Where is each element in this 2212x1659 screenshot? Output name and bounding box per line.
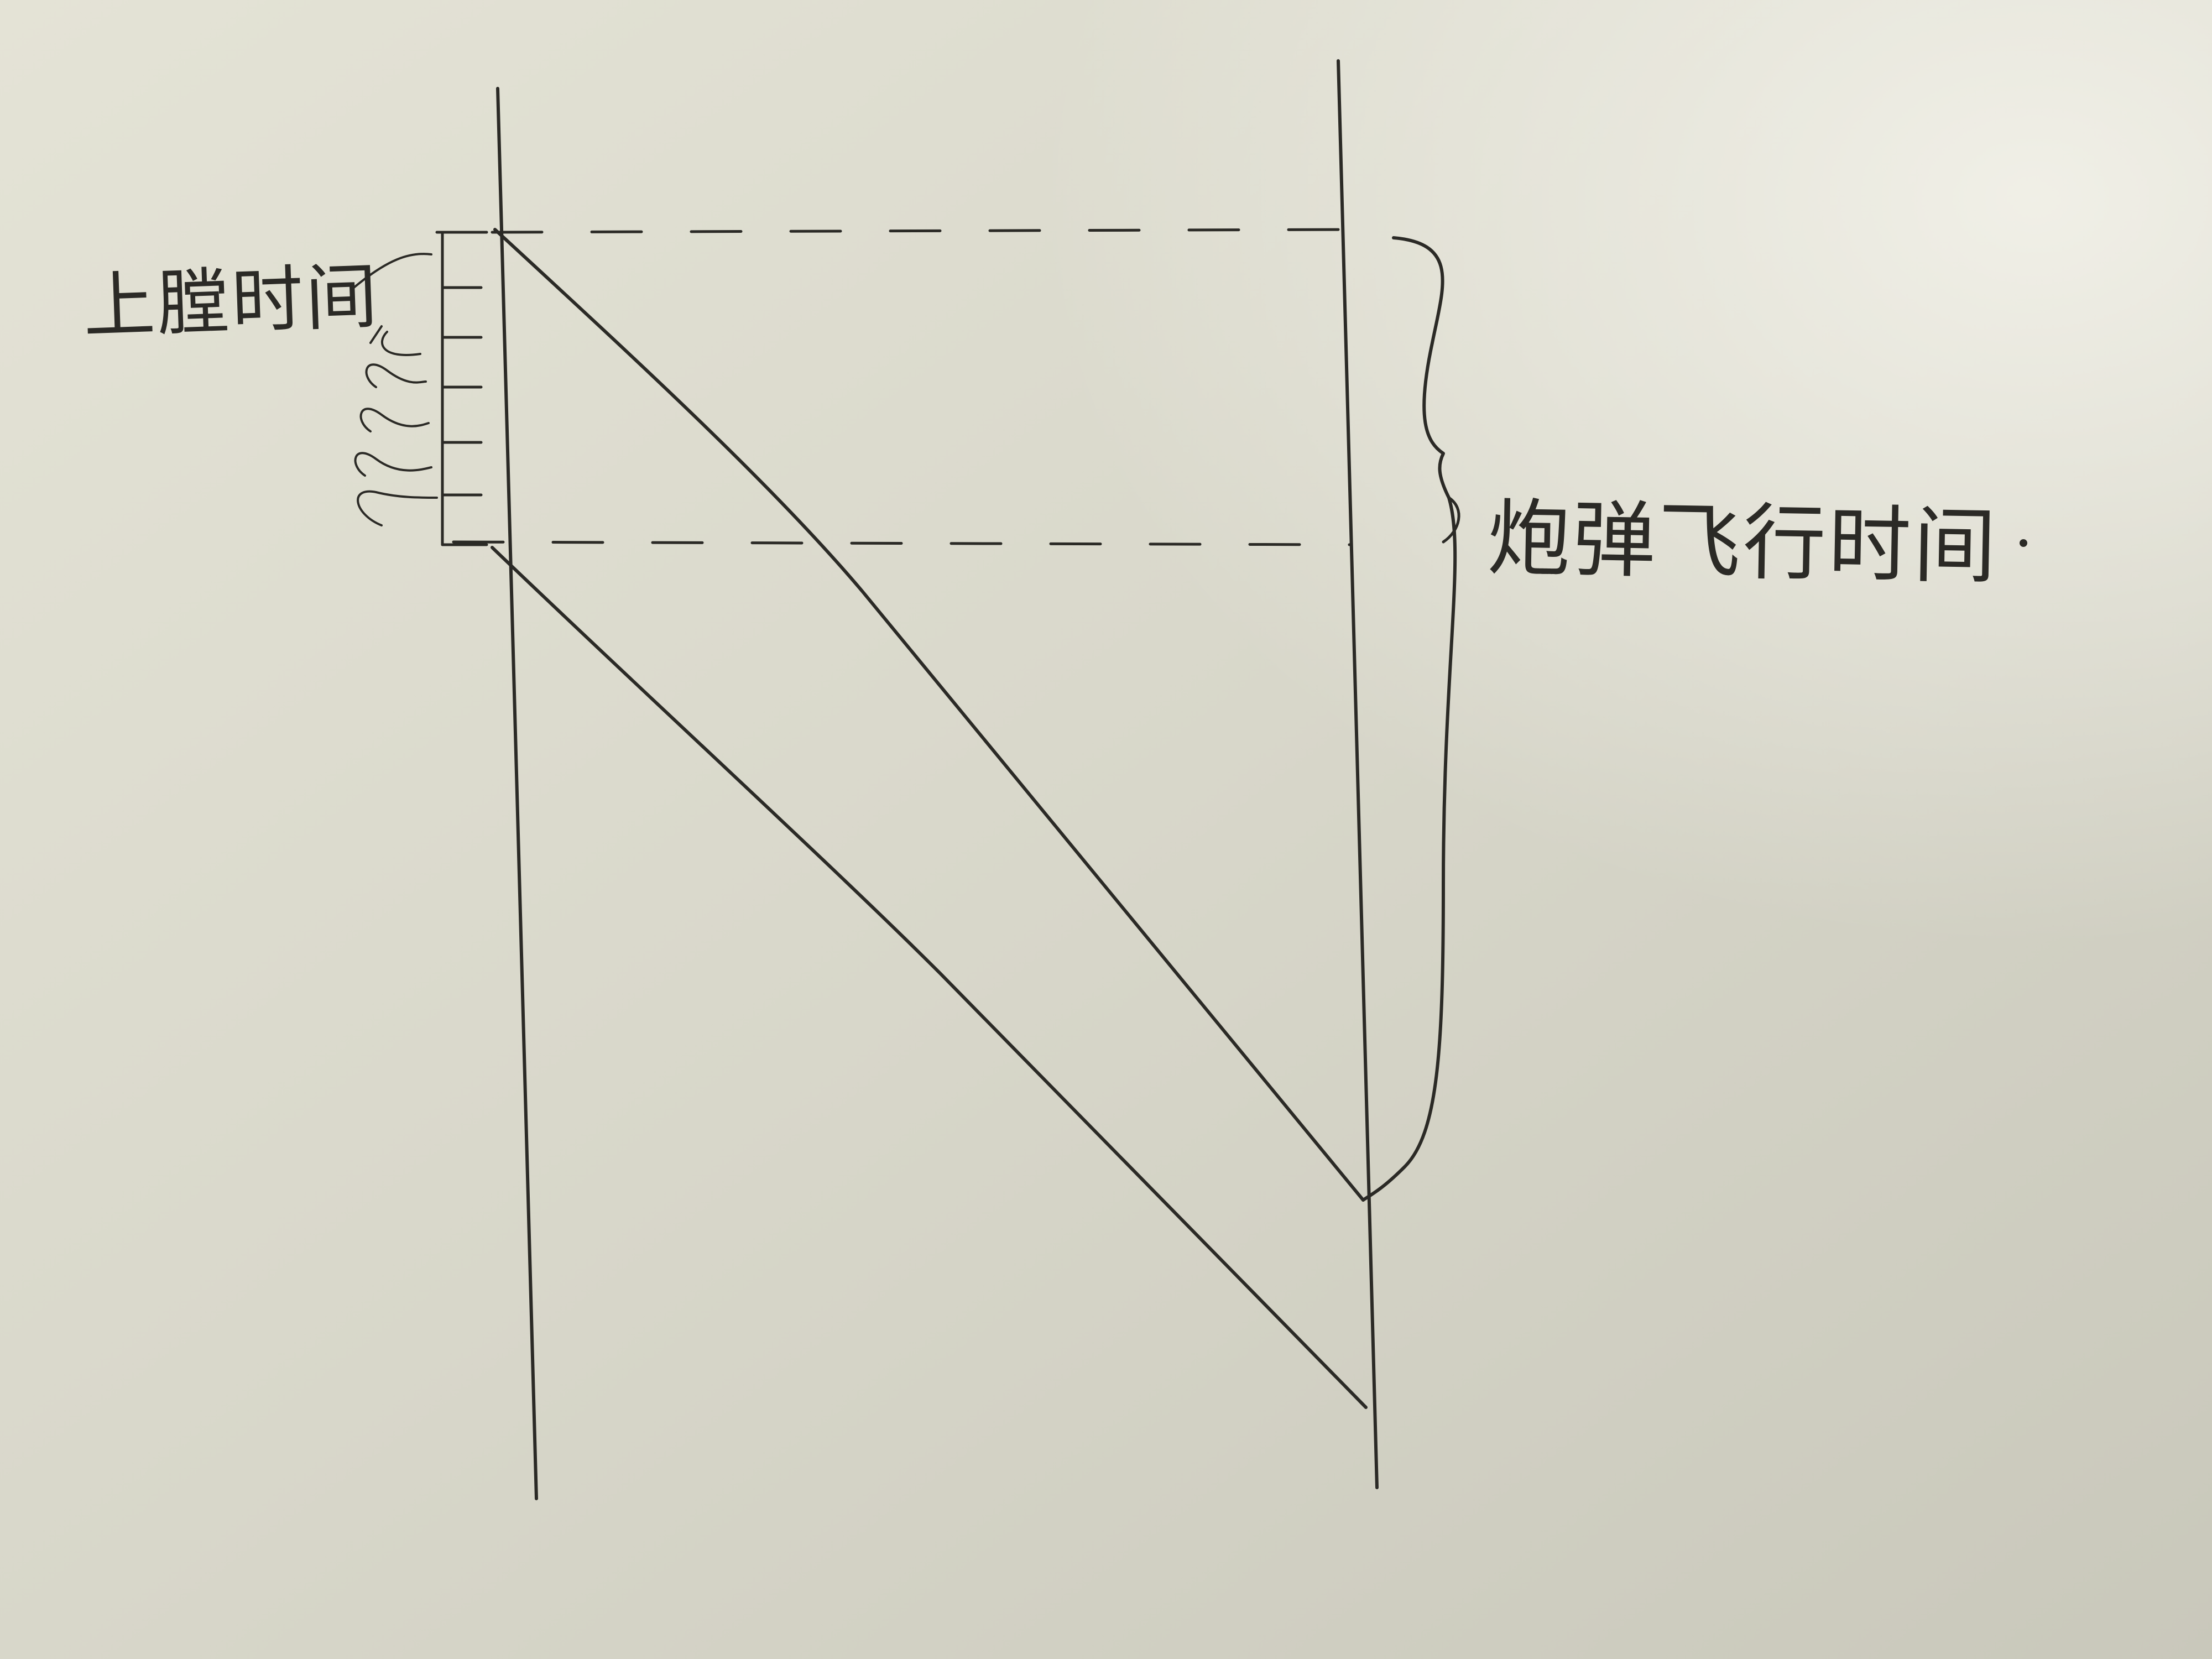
flight-time-label: 炮弹飞行时间 (1486, 490, 2000, 596)
left-timeline-line (496, 87, 538, 1500)
right-timeline-line (1337, 59, 1379, 1489)
arrow-curve (365, 363, 427, 388)
arrow-curve (354, 452, 432, 477)
trajectory-line-lower (491, 546, 1368, 1409)
brace-tip (1442, 496, 1460, 544)
top-dashed-line (491, 228, 1351, 234)
loading-time-label: 上膛时间 (81, 254, 381, 349)
bottom-dashed-line (452, 540, 1351, 546)
arrow-curve (369, 325, 421, 356)
arrow-curve (357, 490, 438, 526)
arrow-curve (353, 253, 432, 289)
flight-time-brace (1361, 236, 1457, 1202)
loading-ladder (435, 231, 488, 546)
label-trailing-dot (2020, 539, 2027, 547)
arrow-curve (359, 408, 430, 432)
loading-arrows (353, 253, 438, 526)
trajectory-line-upper (493, 228, 1365, 1202)
